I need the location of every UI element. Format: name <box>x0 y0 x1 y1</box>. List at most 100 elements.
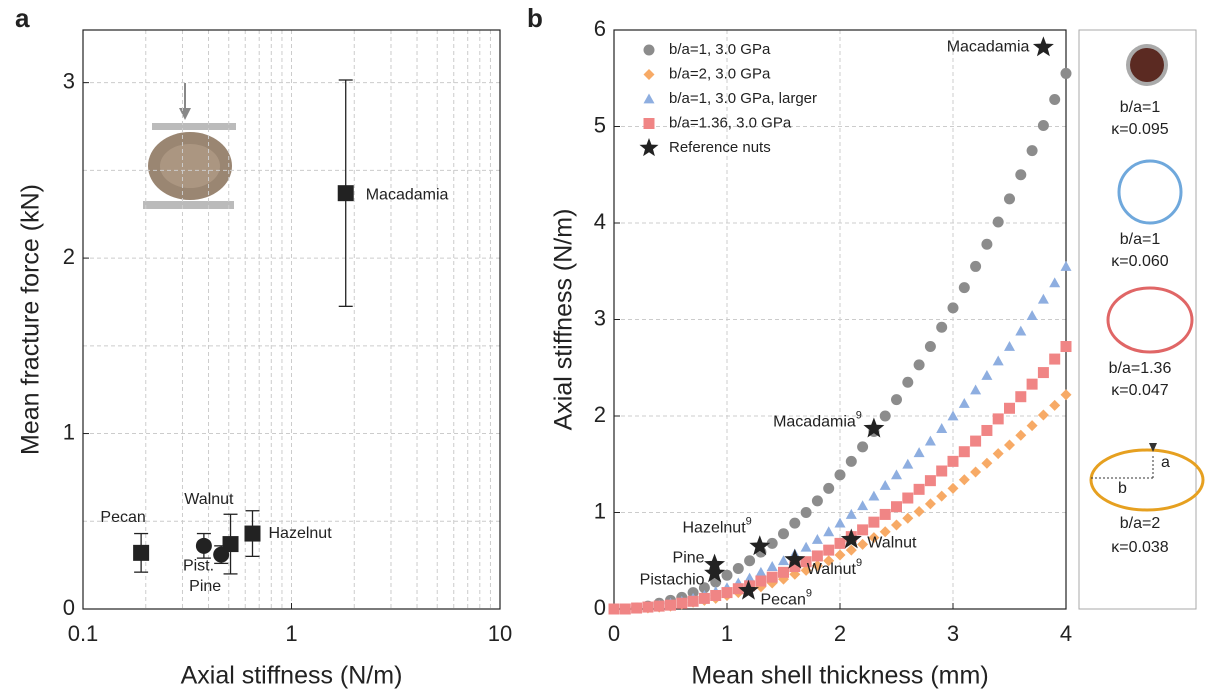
press-plate <box>152 123 236 130</box>
marker <box>936 423 948 433</box>
marker <box>789 561 801 573</box>
point-label: Macadamia <box>947 39 1030 56</box>
marker <box>789 517 801 529</box>
kappa-label: κ=0.095 <box>1111 121 1168 138</box>
ratio-label: b/a=1.36 <box>1109 360 1172 377</box>
kappa-label: κ=0.038 <box>1111 539 1168 556</box>
marker <box>766 537 778 549</box>
x-tick-label: 0 <box>608 621 620 646</box>
marker <box>642 601 654 613</box>
marker <box>676 597 688 609</box>
marker <box>868 490 880 501</box>
marker <box>653 600 665 612</box>
marker <box>845 508 857 519</box>
y-tick-label: 2 <box>63 244 75 269</box>
marker <box>1060 260 1072 271</box>
marker <box>721 569 733 581</box>
legend-label: b/a=1.36, 3.0 GPa <box>669 114 792 131</box>
ratio-label: b/a=1 <box>1120 99 1161 116</box>
marker <box>879 526 891 538</box>
marker <box>891 469 902 480</box>
marker <box>738 579 759 600</box>
marker <box>800 507 812 518</box>
marker <box>1004 439 1015 451</box>
marker <box>744 555 756 567</box>
y-tick-label: 3 <box>63 68 75 93</box>
point-label: Pist. <box>183 557 214 574</box>
marker <box>755 566 767 577</box>
marker <box>244 525 261 542</box>
marker <box>857 500 869 511</box>
legend-marker <box>643 44 655 56</box>
marker <box>1060 389 1072 401</box>
plot-frame <box>82 29 501 610</box>
marker <box>834 517 846 528</box>
marker <box>778 528 789 540</box>
point-label: Pecan <box>100 509 145 526</box>
marker <box>992 216 1004 228</box>
marker <box>981 369 993 380</box>
x-tick-label: 10 <box>488 621 512 646</box>
marker <box>924 435 936 446</box>
marker <box>891 501 902 513</box>
marker <box>947 482 959 494</box>
marker <box>704 562 726 583</box>
point-label: Walnut <box>867 535 917 552</box>
marker <box>133 544 150 561</box>
marker <box>840 528 862 549</box>
marker <box>891 394 902 406</box>
marker <box>902 492 914 504</box>
marker <box>845 544 857 556</box>
y-axis-label: Axial stiffness (N/m) <box>550 209 578 431</box>
marker <box>1026 310 1038 321</box>
y-tick-label: 6 <box>594 16 606 41</box>
marker <box>195 537 212 554</box>
marker <box>1015 325 1027 336</box>
marker <box>992 355 1004 366</box>
marker <box>970 384 982 395</box>
reference-number: 9 <box>856 409 862 421</box>
marker <box>1026 145 1038 157</box>
marker <box>992 448 1004 460</box>
marker <box>778 555 789 566</box>
marker <box>970 435 982 447</box>
panel-label: a <box>15 3 30 33</box>
point-label-name: Walnut <box>807 561 857 578</box>
marker <box>687 595 699 607</box>
y-tick-label: 0 <box>594 595 606 620</box>
point-label-name: Hazelnut <box>682 519 746 536</box>
legend-marker <box>643 93 655 104</box>
marker <box>1060 341 1072 353</box>
point-label: Pistachio <box>640 572 705 589</box>
marker <box>721 587 733 599</box>
legend-marker <box>643 118 655 129</box>
marker <box>936 321 948 333</box>
marker <box>744 572 756 583</box>
ratio-label: b/a=2 <box>1120 515 1161 532</box>
press-plate <box>143 201 234 209</box>
marker <box>766 561 778 571</box>
marker <box>766 571 778 583</box>
point-label: Walnut9 <box>807 557 862 578</box>
marker <box>823 526 835 537</box>
marker <box>970 260 982 272</box>
y-tick-label: 0 <box>63 595 75 620</box>
x-tick-label: 2 <box>834 621 846 646</box>
point-label-name: Macadamia <box>947 39 1030 56</box>
marker <box>811 534 823 544</box>
kappa-label: κ=0.060 <box>1111 253 1168 270</box>
point-label: Pine <box>189 578 221 595</box>
reference-number: 9 <box>746 515 752 527</box>
marker <box>902 376 914 388</box>
marker <box>936 490 948 502</box>
marker <box>784 548 806 569</box>
marker <box>800 556 812 568</box>
marker <box>1049 277 1061 288</box>
ratio-label: b/a=1 <box>1120 231 1161 248</box>
legend-label: b/a=1, 3.0 GPa <box>669 41 771 58</box>
marker <box>755 575 767 587</box>
marker <box>1015 391 1027 403</box>
marker <box>857 538 869 550</box>
point-label: Walnut <box>184 491 234 508</box>
